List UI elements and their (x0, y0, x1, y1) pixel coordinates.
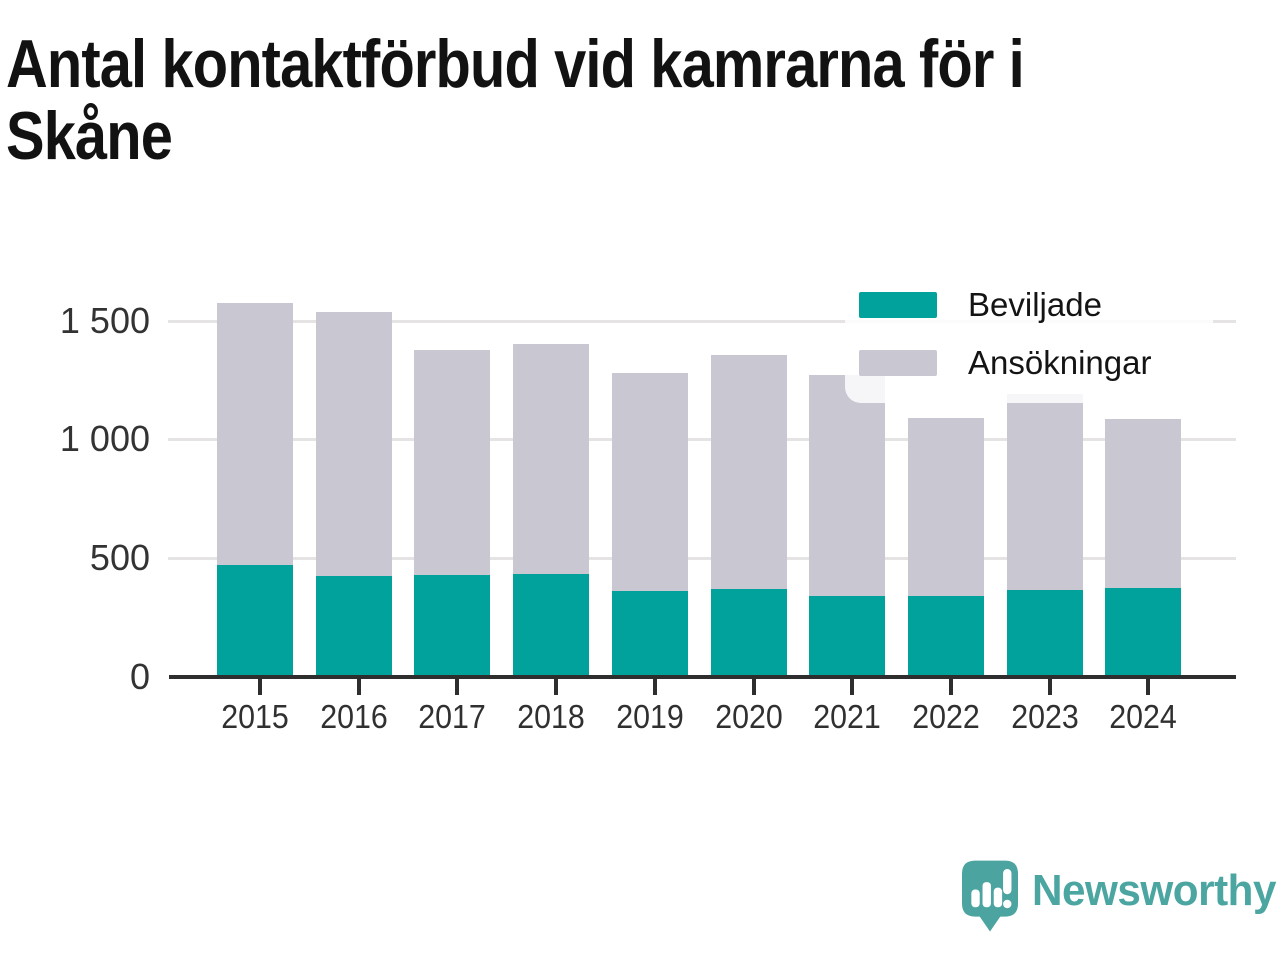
x-tick-label-2016: 2016 (319, 698, 388, 735)
x-tick-2020 (751, 679, 756, 695)
y-tick-label-500: 500 (89, 537, 150, 579)
gridline-500 (168, 557, 1236, 561)
x-tick-label-2021: 2021 (813, 698, 881, 735)
bar-beviljade-2022 (907, 596, 984, 677)
bar-beviljade-2016 (315, 576, 392, 677)
legend-swatch-beviljade (859, 292, 937, 318)
bar-beviljade-2017 (414, 574, 491, 677)
x-tick-2021 (850, 679, 855, 695)
x-tick-label-2019: 2019 (616, 698, 684, 735)
legend-label-ansokningar: Ansökningar (968, 344, 1152, 381)
x-tick-label-2018: 2018 (517, 698, 585, 735)
gridline-1000 (168, 438, 1236, 442)
chart-title: Antal kontaktförbud vid kamrarna för i S… (6, 28, 1196, 172)
bar-beviljade-2015 (217, 565, 293, 677)
chart-title-line2: Skåne (6, 98, 173, 174)
bar-beviljade-2024 (1105, 587, 1182, 677)
x-tick-label-2024: 2024 (1109, 698, 1178, 735)
x-tick-2018 (554, 679, 559, 695)
bar-beviljade-2023 (1006, 590, 1083, 677)
bar-beviljade-2019 (611, 591, 688, 677)
bar-beviljade-2020 (710, 589, 787, 677)
x-tick-2019 (652, 679, 657, 695)
gridline-1500 (168, 319, 1236, 323)
bar-beviljade-2021 (809, 596, 886, 677)
brand-name: Newsworthy (1032, 866, 1277, 915)
x-tick-2015 (258, 679, 262, 695)
brand-footer: Newsworthy (962, 860, 1280, 934)
x-tick-2023 (1047, 679, 1052, 695)
x-tick-label-2017: 2017 (418, 698, 487, 735)
newsworthy-logo-icon (962, 860, 1018, 932)
legend-label-beviljade: Beviljade (968, 286, 1102, 323)
x-tick-label-2023: 2023 (1010, 698, 1079, 735)
x-tick-2017 (455, 679, 460, 695)
x-tick-label-2015: 2015 (221, 698, 289, 735)
x-tick-2024 (1146, 679, 1151, 695)
x-tick-label-2020: 2020 (714, 698, 783, 735)
legend-swatch-ansokningar (859, 350, 937, 376)
bar-beviljade-2018 (513, 573, 590, 677)
y-tick-label-1000: 1 000 (59, 418, 150, 460)
x-tick-2022 (948, 679, 953, 695)
chart-title-line1: Antal kontaktförbud vid kamrarna för i (6, 26, 1025, 102)
x-axis-line (169, 675, 1236, 679)
x-tick-label-2022: 2022 (912, 698, 980, 735)
y-tick-label-0: 0 (129, 656, 150, 697)
y-tick-label-1500: 1 500 (59, 299, 150, 341)
x-tick-2016 (356, 679, 361, 695)
